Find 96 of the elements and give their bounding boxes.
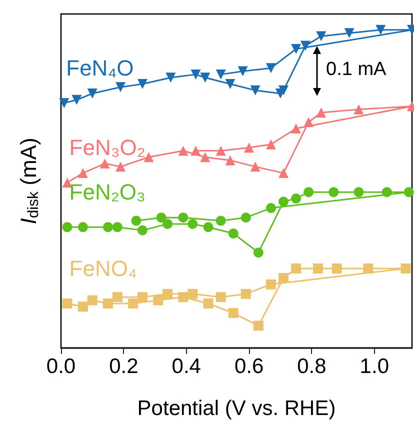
x-tick-label: 0.2	[109, 355, 138, 378]
x-axis-title: Potential (V vs. RHE)	[137, 397, 336, 420]
series-label: FeN₂O₃	[69, 180, 146, 205]
x-tick-label: 0.8	[297, 355, 326, 378]
point	[162, 288, 173, 299]
point	[291, 124, 302, 134]
point	[304, 117, 314, 128]
point	[153, 295, 164, 306]
point	[178, 146, 188, 156]
point	[62, 298, 72, 308]
point	[178, 212, 188, 223]
point	[304, 187, 314, 198]
point	[188, 288, 198, 299]
annotation: 0.1 mA	[326, 59, 387, 80]
point	[137, 292, 148, 302]
point	[312, 263, 323, 274]
point	[62, 222, 72, 232]
point	[200, 72, 210, 83]
point	[228, 308, 238, 318]
point	[59, 98, 70, 108]
point	[216, 69, 226, 80]
point	[382, 187, 392, 198]
point	[203, 298, 214, 308]
point	[316, 31, 326, 42]
point	[116, 162, 126, 172]
point	[344, 28, 354, 38]
point	[116, 82, 126, 92]
point	[131, 216, 142, 226]
point	[137, 78, 148, 89]
point	[216, 146, 226, 156]
point	[278, 85, 289, 96]
point	[228, 228, 238, 238]
point	[203, 222, 214, 232]
point	[376, 24, 386, 35]
point	[240, 288, 251, 299]
point	[103, 222, 114, 232]
point	[291, 194, 302, 204]
point	[72, 94, 82, 105]
point	[112, 222, 122, 232]
point	[354, 187, 364, 198]
point	[238, 66, 248, 76]
point	[103, 298, 114, 308]
point	[166, 72, 176, 83]
series-label: FeN₃O₂	[69, 135, 146, 160]
point	[100, 158, 110, 169]
point	[278, 196, 289, 207]
point	[244, 142, 254, 153]
point	[190, 69, 201, 80]
point	[128, 298, 138, 308]
point	[78, 168, 88, 178]
point	[253, 248, 264, 258]
point	[266, 63, 276, 74]
point	[332, 263, 342, 274]
x-tick-label: 0.4	[172, 355, 202, 378]
point	[216, 292, 226, 302]
point	[250, 85, 260, 96]
point	[144, 152, 154, 162]
point	[250, 162, 260, 172]
point	[291, 44, 302, 54]
point	[178, 292, 188, 302]
point	[278, 168, 289, 178]
point	[266, 139, 276, 150]
point	[216, 216, 226, 226]
x-tick-label: 1.0	[360, 355, 389, 378]
point	[400, 263, 411, 274]
point	[200, 152, 210, 162]
point	[363, 263, 374, 274]
point	[225, 78, 236, 89]
point	[354, 104, 364, 114]
point	[137, 225, 148, 236]
point	[78, 222, 88, 232]
point	[87, 295, 98, 306]
y-axis-title: Idisk (mA)	[16, 138, 42, 224]
point	[278, 273, 289, 284]
point	[328, 187, 339, 198]
point	[266, 279, 276, 290]
point	[300, 40, 310, 51]
point	[225, 155, 236, 166]
series-label: FeNO₄	[69, 256, 137, 281]
point	[291, 263, 302, 274]
point	[253, 320, 264, 331]
point	[87, 88, 98, 99]
point	[78, 302, 88, 312]
point	[240, 212, 251, 223]
x-tick-label: 0.0	[46, 355, 76, 378]
point	[190, 146, 201, 156]
point	[112, 292, 122, 302]
point	[62, 178, 72, 188]
point	[404, 187, 414, 198]
series-label: FeN₄O	[66, 56, 134, 81]
point	[266, 203, 276, 214]
point	[188, 218, 198, 229]
point	[156, 212, 166, 223]
point	[316, 108, 326, 118]
x-tick-label: 0.6	[234, 355, 264, 378]
point	[162, 218, 173, 229]
